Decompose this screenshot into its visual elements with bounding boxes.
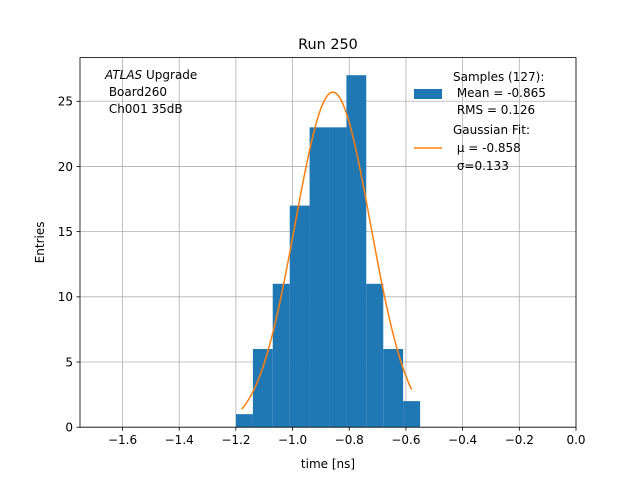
legend-samples-rms: RMS = 0.126 — [453, 103, 535, 117]
y-tick-label-3: 15 — [58, 225, 73, 239]
channel-label: Ch001 35dB — [105, 102, 183, 116]
histogram-bar-7 — [366, 283, 384, 428]
x-tick-label-5: −0.6 — [391, 433, 420, 447]
y-axis-ticks: 0 5 10 15 20 25 — [58, 95, 80, 435]
x-tick-label-7: −0.2 — [505, 433, 534, 447]
x-axis-ticks: −1.6 −1.4 −1.2 −1.0 −0.8 −0.6 −0.4 −0.2 0.0 — [108, 427, 586, 447]
plot-frame — [79, 57, 577, 428]
chart-title: Run 250 — [298, 37, 358, 53]
legend-fit-title: Gaussian Fit: — [453, 123, 530, 137]
y-tick-label-2: 10 — [58, 290, 73, 304]
x-tick-label-4: −0.8 — [335, 433, 364, 447]
atlas-label: ATLAS — [104, 68, 143, 82]
atlas-upgrade-label: Upgrade — [142, 68, 197, 82]
legend: Samples (127): Mean = -0.865 RMS = 0.126… — [414, 70, 546, 173]
x-tick-label-1: −1.4 — [165, 433, 194, 447]
atlas-annotation: ATLAS Upgrade Board260 Ch001 35dB — [104, 68, 197, 116]
legend-fit-mu: μ = -0.858 — [453, 141, 521, 155]
histogram-bar-6 — [346, 75, 367, 428]
board-label: Board260 — [105, 85, 167, 99]
x-tick-label-3: −1.0 — [278, 433, 307, 447]
y-tick-label-1: 5 — [65, 355, 73, 369]
histogram-bar-4 — [309, 127, 330, 428]
histogram-bar-0 — [235, 414, 253, 428]
x-tick-label-2: −1.2 — [221, 433, 250, 447]
y-axis-label: Entries — [33, 222, 47, 264]
gaussian-fit-curve — [240, 91, 413, 410]
atlas-annotation-line1: ATLAS Upgrade — [104, 68, 197, 82]
gaussian-fit — [240, 91, 413, 410]
legend-samples-mean: Mean = -0.865 — [453, 86, 546, 100]
x-tick-label-6: −0.4 — [448, 433, 477, 447]
histogram-bars — [235, 75, 421, 428]
histogram-bar-8 — [383, 348, 404, 428]
y-tick-label-4: 20 — [58, 160, 73, 174]
histogram-bar-1 — [252, 348, 273, 428]
histogram-bar-9 — [403, 401, 421, 428]
y-tick-label-5: 25 — [58, 95, 73, 109]
histogram-bar-5 — [329, 127, 347, 428]
histogram-bar-3 — [289, 205, 310, 428]
x-tick-label-8: 0.0 — [566, 433, 585, 447]
legend-samples-title: Samples (127): — [453, 70, 544, 84]
legend-fit-sigma: σ=0.133 — [453, 159, 509, 173]
legend-samples-swatch — [414, 89, 442, 99]
histogram-bar-2 — [272, 283, 290, 428]
y-tick-label-0: 0 — [65, 421, 73, 435]
x-tick-label-0: −1.6 — [108, 433, 137, 447]
x-axis-label: time [ns] — [301, 457, 355, 471]
